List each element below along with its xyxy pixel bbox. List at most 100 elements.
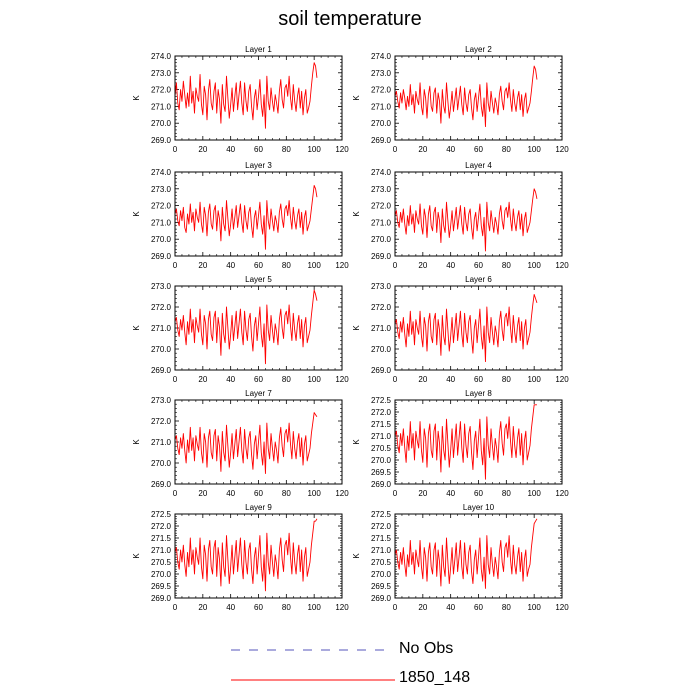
y-axis-label: K (352, 95, 361, 101)
panel-title: Layer 5 (245, 275, 272, 284)
y-tick-label: 272.0 (151, 303, 172, 312)
panel-layer-5: Layer 5 K 0 20 40 60 80 100 120 269.0 270.0 271.0 27… (132, 275, 349, 384)
x-tick-label: 80 (282, 375, 291, 384)
x-tick-label: 60 (254, 261, 263, 270)
y-axis-label: K (132, 439, 141, 445)
y-tick-label: 271.0 (371, 102, 392, 111)
plot-frame (174, 399, 343, 485)
y-tick-label: 270.0 (151, 235, 172, 244)
y-tick-label: 273.0 (151, 396, 172, 405)
x-tick-label: 100 (527, 603, 541, 612)
x-tick-label: 80 (282, 489, 291, 498)
plot-frame (394, 513, 563, 599)
y-tick-label: 272.0 (371, 408, 392, 417)
y-tick-label: 274.0 (151, 52, 172, 61)
x-tick-label: 100 (307, 375, 321, 384)
y-tick-label: 269.0 (151, 480, 172, 489)
x-tick-label: 120 (335, 375, 349, 384)
panel-layer-9: Layer 9 K 0 20 40 60 80 100 120 269.0 269.5 270.0 27… (132, 503, 349, 612)
y-tick-label: 273.0 (371, 282, 392, 291)
panel-layer-4: Layer 4 K 0 20 40 60 80 100 120 269.0 270.0 271.0 27… (352, 161, 569, 270)
y-tick-label: 273.0 (371, 69, 392, 78)
x-tick-label: 120 (335, 261, 349, 270)
panel-title: Layer 7 (245, 389, 272, 398)
x-tick-label: 80 (282, 261, 291, 270)
x-tick-label: 40 (226, 603, 235, 612)
x-tick-label: 0 (173, 603, 178, 612)
panel-layer-3: Layer 3 K 0 20 40 60 80 100 120 269.0 270.0 271.0 27… (132, 161, 349, 270)
y-tick-label: 269.5 (371, 582, 392, 591)
y-axis-label: K (352, 325, 361, 331)
x-tick-label: 40 (446, 145, 455, 154)
panel-layer-10: Layer 10 K 0 20 40 60 80 100 120 269.0 269.5 270.0 2… (352, 503, 569, 612)
x-tick-label: 80 (502, 261, 511, 270)
y-tick-label: 269.0 (371, 594, 392, 603)
y-tick-label: 271.0 (151, 438, 172, 447)
y-tick-label: 269.5 (151, 582, 172, 591)
x-tick-label: 20 (198, 603, 207, 612)
y-tick-label: 271.0 (151, 218, 172, 227)
y-tick-label: 271.0 (151, 102, 172, 111)
plot-frame (174, 55, 343, 141)
x-tick-label: 0 (393, 375, 398, 384)
y-tick-label: 271.0 (151, 546, 172, 555)
x-tick-label: 40 (446, 603, 455, 612)
y-tick-label: 272.5 (371, 396, 392, 405)
x-tick-label: 0 (173, 375, 178, 384)
y-tick-label: 270.5 (371, 444, 392, 453)
x-tick-label: 0 (393, 261, 398, 270)
x-tick-label: 120 (555, 489, 569, 498)
x-tick-label: 0 (173, 261, 178, 270)
x-tick-label: 100 (527, 261, 541, 270)
x-tick-label: 60 (254, 489, 263, 498)
series-line (174, 62, 318, 129)
y-tick-label: 269.0 (151, 136, 172, 145)
panel-title: Layer 6 (465, 275, 492, 284)
y-tick-label: 270.0 (371, 235, 392, 244)
x-tick-label: 60 (474, 603, 483, 612)
y-tick-label: 272.5 (371, 510, 392, 519)
x-tick-label: 20 (198, 261, 207, 270)
y-tick-label: 270.0 (371, 570, 392, 579)
x-tick-label: 60 (474, 145, 483, 154)
y-tick-label: 272.0 (151, 522, 172, 531)
y-tick-label: 271.5 (371, 534, 392, 543)
y-tick-label: 272.0 (371, 522, 392, 531)
x-tick-label: 60 (254, 603, 263, 612)
x-tick-label: 0 (393, 489, 398, 498)
y-tick-label: 270.0 (371, 345, 392, 354)
x-tick-label: 40 (226, 145, 235, 154)
legend-label-no-obs: No Obs (399, 640, 454, 657)
y-tick-label: 273.0 (151, 69, 172, 78)
x-tick-label: 100 (527, 145, 541, 154)
plot-frame (394, 399, 563, 485)
series-line (174, 412, 318, 474)
y-tick-label: 274.0 (151, 168, 172, 177)
panel-title: Layer 10 (463, 503, 495, 512)
y-tick-label: 272.0 (151, 86, 172, 95)
x-tick-label: 80 (502, 375, 511, 384)
plot-frame (394, 285, 563, 371)
y-tick-label: 269.0 (371, 136, 392, 145)
panel-title: Layer 1 (245, 45, 272, 54)
plot-frame (174, 513, 343, 599)
panel-title: Layer 2 (465, 45, 492, 54)
y-axis-label: K (352, 553, 361, 559)
x-tick-label: 120 (555, 145, 569, 154)
series-line (394, 518, 538, 589)
x-tick-label: 20 (418, 603, 427, 612)
x-tick-label: 40 (446, 375, 455, 384)
x-tick-label: 60 (474, 489, 483, 498)
y-tick-label: 271.5 (371, 420, 392, 429)
panel-title: Layer 4 (465, 161, 492, 170)
plot-frame (174, 171, 343, 257)
panel-layer-6: Layer 6 K 0 20 40 60 80 100 120 269.0 270.0 271.0 27… (352, 275, 569, 384)
x-tick-label: 60 (254, 145, 263, 154)
y-tick-label: 272.0 (151, 417, 172, 426)
y-axis-label: K (132, 553, 141, 559)
x-tick-label: 40 (446, 489, 455, 498)
x-tick-label: 0 (173, 489, 178, 498)
legend-label-1850-148: 1850_148 (399, 669, 471, 686)
series-line (174, 184, 318, 250)
y-tick-label: 269.0 (151, 252, 172, 261)
